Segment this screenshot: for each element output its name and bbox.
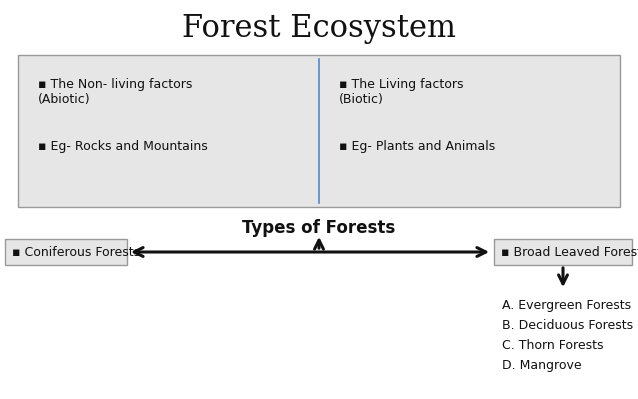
Text: Types of Forests: Types of Forests [242,219,396,237]
Text: C. Thorn Forests: C. Thorn Forests [502,339,604,352]
Text: ▪ Eg- Rocks and Mountains: ▪ Eg- Rocks and Mountains [38,140,208,153]
Text: D. Mangrove: D. Mangrove [502,359,582,372]
Text: ▪ Eg- Plants and Animals: ▪ Eg- Plants and Animals [339,140,495,153]
Text: Forest Ecosystem: Forest Ecosystem [182,14,456,45]
FancyBboxPatch shape [5,239,127,265]
Text: ▪ Broad Leaved Forests: ▪ Broad Leaved Forests [501,245,638,259]
Text: ▪ The Non- living factors
(Abiotic): ▪ The Non- living factors (Abiotic) [38,78,193,106]
Text: ▪ The Living factors
(Biotic): ▪ The Living factors (Biotic) [339,78,463,106]
Text: A. Evergreen Forests: A. Evergreen Forests [502,299,631,312]
FancyBboxPatch shape [18,55,620,207]
FancyBboxPatch shape [494,239,632,265]
Text: B. Deciduous Forests: B. Deciduous Forests [502,319,633,332]
Text: ▪ Coniferous Forests: ▪ Coniferous Forests [12,245,140,259]
